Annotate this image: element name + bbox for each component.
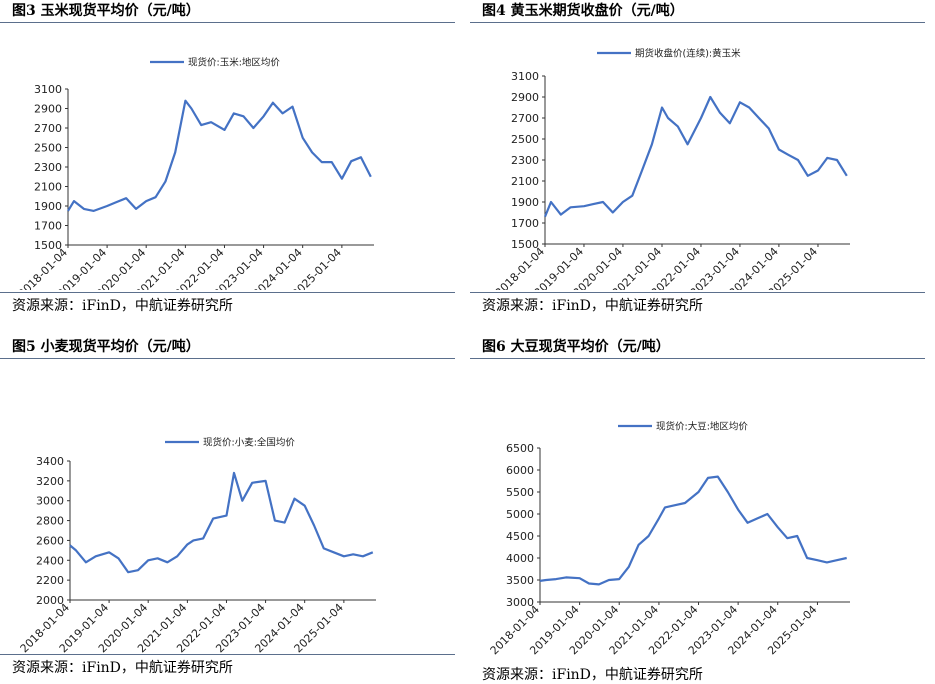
y-tick-label: 2500 (511, 133, 539, 146)
series-line (543, 95, 848, 218)
y-tick-label: 5000 (506, 508, 534, 521)
panel-footer: 资源来源：iFinD，中航证券研究所 (0, 292, 455, 314)
y-tick-label: 2900 (511, 91, 539, 104)
y-tick-label: 4500 (506, 530, 534, 543)
y-tick-label: 6500 (506, 442, 534, 455)
y-tick-label: 2000 (36, 594, 64, 607)
y-tick-label: 3400 (36, 455, 64, 468)
panel-header: 图5 小麦现货平均价（元/吨） (0, 336, 455, 359)
series-line (67, 99, 372, 212)
y-tick-label: 2600 (36, 534, 64, 547)
panel-footer: 资源来源：iFinD，中航证券研究所 (0, 654, 455, 676)
y-tick-label: 2400 (36, 554, 64, 567)
y-tick-label: 2500 (34, 142, 62, 155)
figure-title: 图5 小麦现货平均价（元/吨） (12, 339, 200, 355)
y-tick-label: 3200 (36, 475, 64, 488)
y-tick-label: 2800 (36, 515, 64, 528)
y-tick-label: 3000 (506, 596, 534, 609)
panel-corn-futures: 图4 黄玉米期货收盘价（元/吨） 期货收盘价(连续):黄玉米 1500 1700 19… (470, 0, 925, 320)
y-tick-label: 3000 (36, 495, 64, 508)
y-tick-label: 1500 (511, 238, 539, 251)
panel-header: 图3 玉米现货平均价（元/吨） (0, 0, 455, 23)
figure-title: 图3 玉米现货平均价（元/吨） (12, 3, 200, 19)
y-tick-label: 1900 (511, 196, 539, 209)
y-tick-label: 2300 (511, 154, 539, 167)
panel-header: 图6 大豆现货平均价（元/吨） (470, 336, 925, 359)
legend-label: 现货价:小麦:全国均价 (203, 437, 295, 449)
legend-label: 现货价:大豆:地区均价 (656, 421, 748, 433)
wheat-spot-price-chart: 现货价:小麦:全国均价 2000 2200 2400 2600 2800 3000 3200 3… (18, 437, 376, 654)
source-note: 资源来源：iFinD，中航证券研究所 (482, 298, 703, 314)
panel-wheat-spot: 图5 小麦现货平均价（元/吨） 现货价:小麦:全国均价 2000 2200 2400 2… (0, 336, 455, 683)
figure-title: 图4 黄玉米期货收盘价（元/吨） (482, 3, 684, 19)
y-tick-label: 3100 (34, 83, 62, 96)
y-tick-label: 2100 (34, 181, 62, 194)
y-tick-label: 2300 (34, 161, 62, 174)
legend-label: 现货价:玉米:地区均价 (188, 57, 280, 69)
y-tick-label: 6000 (506, 464, 534, 477)
y-tick-label: 5500 (506, 486, 534, 499)
soybean-spot-price-chart: 现货价:大豆:地区均价 3000 3500 4000 4500 5000 5500 6000 6… (488, 421, 850, 656)
y-tick-label: 3100 (511, 70, 539, 83)
panel-header: 图4 黄玉米期货收盘价（元/吨） (470, 0, 925, 23)
y-tick-label: 1500 (34, 239, 62, 252)
y-tick-label: 2900 (34, 103, 62, 116)
panel-corn-spot: 图3 玉米现货平均价（元/吨） 现货价:玉米:地区均价 1500 1700 1900 2… (0, 0, 455, 320)
panel-footer: 资源来源：iFinD，中航证券研究所 (470, 292, 925, 314)
y-tick-label: 2700 (34, 122, 62, 135)
y-tick-label: 1900 (34, 200, 62, 213)
figure-title: 图6 大豆现货平均价（元/吨） (482, 339, 670, 355)
y-tick-label: 2100 (511, 175, 539, 188)
corn-futures-price-chart: 期货收盘价(连续):黄玉米 1500 1700 1900 2100 2300 2500 270… (493, 48, 850, 290)
y-tick-label: 1700 (34, 220, 62, 233)
series-line (539, 475, 847, 586)
source-note: 资源来源：iFinD，中航证券研究所 (482, 667, 703, 683)
y-tick-label: 2200 (36, 574, 64, 587)
panel-soybean-spot: 图6 大豆现货平均价（元/吨） 现货价:大豆:地区均价 3000 3500 4000 4… (470, 336, 925, 683)
y-tick-label: 2700 (511, 112, 539, 125)
y-tick-label: 1700 (511, 217, 539, 230)
legend-label: 期货收盘价(连续):黄玉米 (635, 48, 741, 60)
series-line (69, 471, 374, 574)
corn-spot-price-chart: 现货价:玉米:地区均价 1500 1700 1900 2100 2300 2500 2700 2… (16, 57, 374, 290)
source-note: 资源来源：iFinD，中航证券研究所 (12, 660, 233, 676)
y-tick-label: 3500 (506, 574, 534, 587)
y-tick-label: 4000 (506, 552, 534, 565)
source-note: 资源来源：iFinD，中航证券研究所 (12, 298, 233, 314)
